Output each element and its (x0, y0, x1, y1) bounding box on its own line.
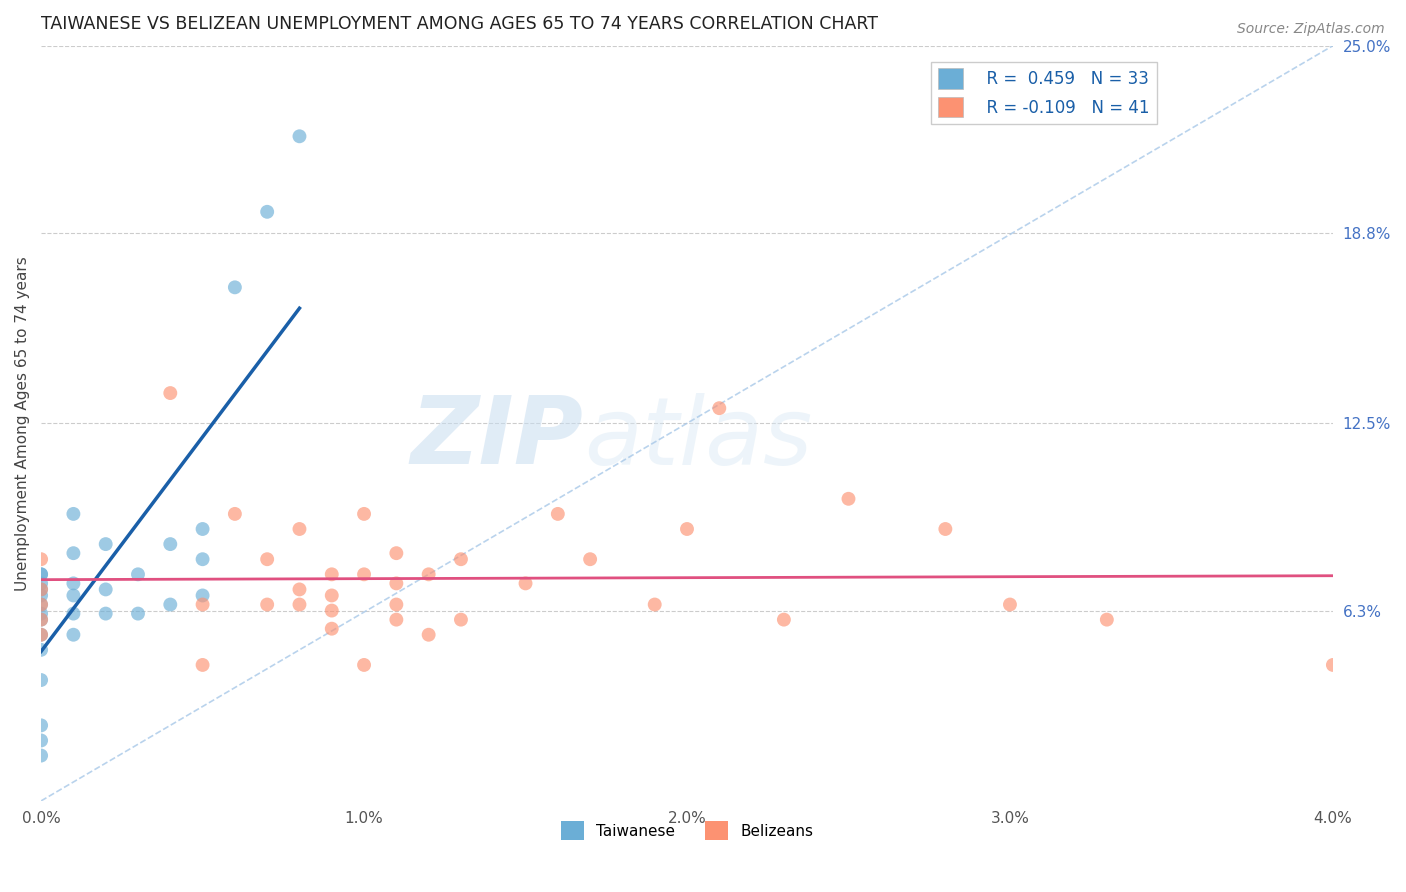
Point (321, 622, 343, 636)
Point (644, 598, 666, 612)
Point (191, 589, 214, 603)
Point (1095, 613, 1118, 627)
Point (288, 522, 311, 536)
Point (30, 613, 52, 627)
Point (256, 552, 278, 566)
Point (191, 598, 214, 612)
Y-axis label: Unemployment Among Ages 65 to 74 years: Unemployment Among Ages 65 to 74 years (15, 256, 30, 591)
Point (62, 576, 84, 591)
Text: TAIWANESE VS BELIZEAN UNEMPLOYMENT AMONG AGES 65 TO 74 YEARS CORRELATION CHART: TAIWANESE VS BELIZEAN UNEMPLOYMENT AMONG… (41, 15, 879, 33)
Point (321, 589, 343, 603)
Point (1322, 657, 1344, 672)
Point (418, 567, 440, 582)
Point (30, 598, 52, 612)
Point (773, 613, 796, 627)
Point (159, 386, 181, 401)
Point (62, 628, 84, 642)
Point (934, 522, 956, 536)
Legend: Taiwanese, Belizeans: Taiwanese, Belizeans (554, 815, 820, 847)
Point (62, 589, 84, 603)
Point (62, 546, 84, 560)
Point (579, 552, 602, 566)
Point (94, 582, 117, 597)
Point (191, 522, 214, 536)
Point (30, 748, 52, 763)
Point (30, 567, 52, 582)
Point (94, 537, 117, 551)
Point (30, 589, 52, 603)
Point (30, 607, 52, 621)
Point (62, 507, 84, 521)
Point (224, 280, 246, 294)
Point (450, 552, 472, 566)
Point (450, 613, 472, 627)
Point (385, 576, 408, 591)
Point (30, 733, 52, 747)
Text: atlas: atlas (583, 392, 811, 483)
Point (288, 129, 311, 144)
Point (159, 598, 181, 612)
Point (998, 598, 1021, 612)
Point (353, 657, 375, 672)
Point (30, 673, 52, 687)
Point (30, 718, 52, 732)
Point (321, 567, 343, 582)
Point (288, 598, 311, 612)
Point (62, 607, 84, 621)
Point (30, 598, 52, 612)
Point (353, 507, 375, 521)
Point (30, 628, 52, 642)
Point (94, 607, 117, 621)
Point (30, 643, 52, 657)
Point (353, 567, 375, 582)
Point (418, 628, 440, 642)
Text: ZIP: ZIP (411, 392, 583, 484)
Point (256, 204, 278, 219)
Point (321, 603, 343, 617)
Point (30, 582, 52, 597)
Point (30, 552, 52, 566)
Point (224, 507, 246, 521)
Point (256, 598, 278, 612)
Point (191, 552, 214, 566)
Point (547, 507, 569, 521)
Point (837, 491, 859, 506)
Point (30, 628, 52, 642)
Point (385, 546, 408, 560)
Point (709, 401, 731, 416)
Point (191, 657, 214, 672)
Point (385, 613, 408, 627)
Point (30, 613, 52, 627)
Point (385, 598, 408, 612)
Point (515, 576, 537, 591)
Point (288, 582, 311, 597)
Point (159, 537, 181, 551)
Point (30, 576, 52, 591)
Point (30, 567, 52, 582)
Point (30, 582, 52, 597)
Point (676, 522, 699, 536)
Text: Source: ZipAtlas.com: Source: ZipAtlas.com (1237, 22, 1385, 37)
Point (127, 567, 149, 582)
Point (127, 607, 149, 621)
